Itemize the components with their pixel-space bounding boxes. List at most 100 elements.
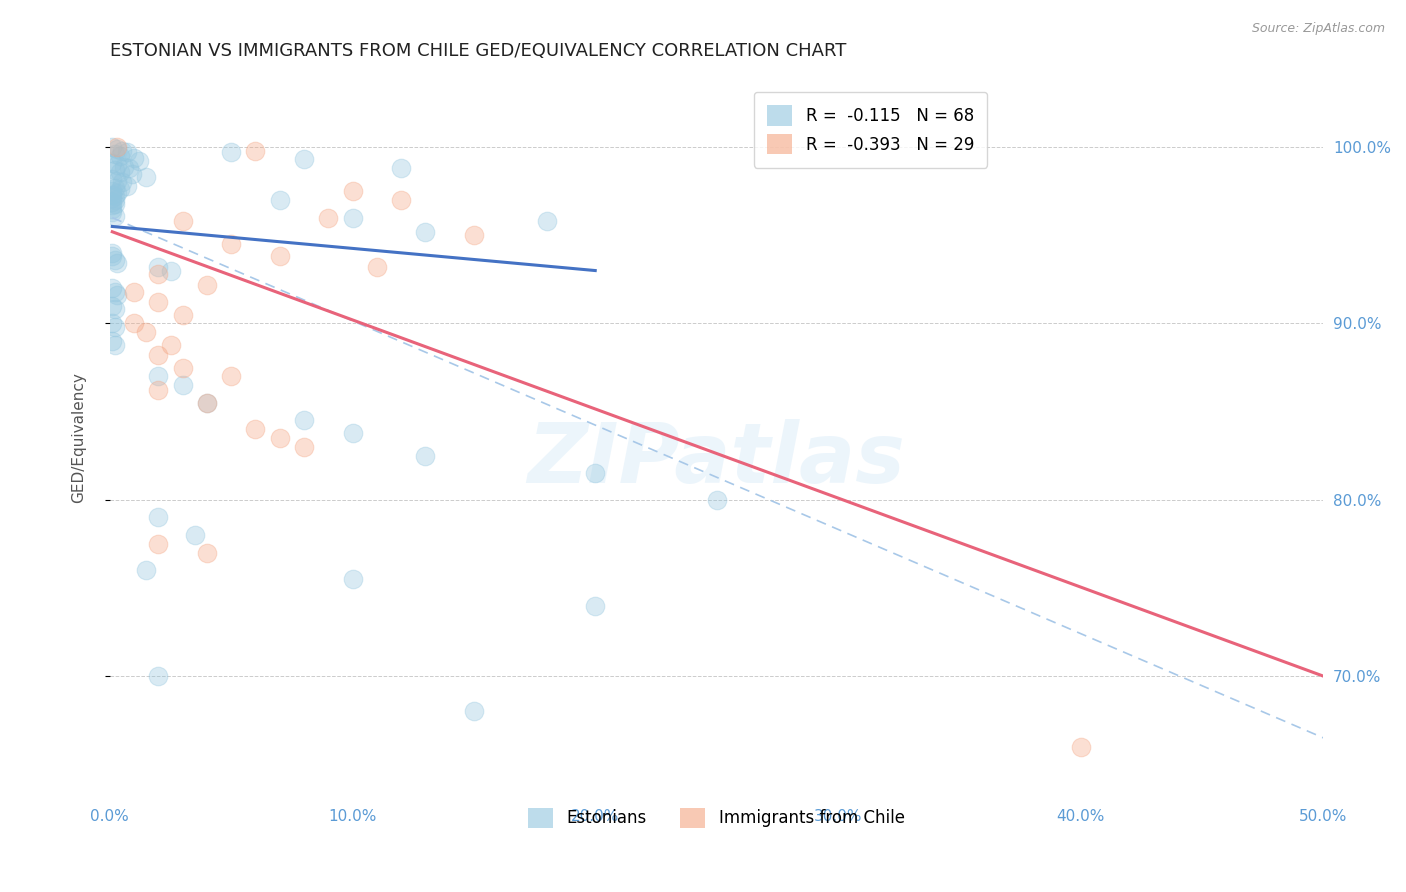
- Point: [104, 163, 127, 178]
- Point: [101, 246, 124, 260]
- Point: [583, 467, 606, 481]
- Point: [105, 288, 128, 302]
- Point: [159, 263, 181, 277]
- Point: [269, 431, 291, 445]
- Point: [101, 334, 124, 348]
- Point: [172, 378, 194, 392]
- Point: [104, 189, 127, 203]
- Point: [269, 193, 291, 207]
- Point: [101, 172, 124, 186]
- Point: [195, 546, 218, 560]
- Point: [366, 260, 388, 274]
- Point: [115, 145, 138, 160]
- Point: [135, 325, 157, 339]
- Point: [105, 140, 128, 154]
- Point: [172, 360, 194, 375]
- Point: [148, 537, 170, 551]
- Point: [105, 158, 128, 172]
- Text: ZIPatlas: ZIPatlas: [527, 419, 905, 500]
- Point: [104, 285, 127, 299]
- Point: [122, 317, 145, 331]
- Point: [219, 237, 242, 252]
- Point: [108, 182, 131, 196]
- Point: [115, 178, 138, 193]
- Point: [316, 211, 339, 225]
- Point: [105, 142, 128, 156]
- Point: [105, 256, 128, 270]
- Point: [122, 285, 145, 299]
- Point: [101, 299, 124, 313]
- Point: [148, 669, 170, 683]
- Point: [389, 161, 412, 176]
- Point: [112, 160, 135, 174]
- Point: [104, 209, 127, 223]
- Point: [219, 369, 242, 384]
- Text: ESTONIAN VS IMMIGRANTS FROM CHILE GED/EQUIVALENCY CORRELATION CHART: ESTONIAN VS IMMIGRANTS FROM CHILE GED/EQ…: [110, 42, 846, 60]
- Point: [219, 145, 242, 160]
- Point: [101, 156, 124, 170]
- Point: [101, 249, 124, 263]
- Point: [195, 396, 218, 410]
- Point: [245, 144, 267, 158]
- Point: [536, 214, 558, 228]
- Point: [269, 249, 291, 263]
- Point: [104, 180, 127, 194]
- Point: [342, 572, 364, 586]
- Point: [172, 308, 194, 322]
- Point: [104, 193, 127, 207]
- Point: [101, 187, 124, 202]
- Point: [148, 510, 170, 524]
- Point: [118, 161, 141, 176]
- Point: [292, 413, 315, 427]
- Point: [342, 425, 364, 440]
- Point: [245, 422, 267, 436]
- Point: [463, 228, 485, 243]
- Point: [111, 175, 134, 189]
- Point: [105, 173, 128, 187]
- Point: [148, 384, 170, 398]
- Point: [1070, 739, 1092, 754]
- Point: [148, 348, 170, 362]
- Point: [415, 449, 437, 463]
- Point: [104, 337, 127, 351]
- Point: [105, 186, 128, 200]
- Point: [148, 260, 170, 274]
- Point: [104, 196, 127, 211]
- Point: [104, 147, 127, 161]
- Point: [342, 184, 364, 198]
- Text: Source: ZipAtlas.com: Source: ZipAtlas.com: [1251, 22, 1385, 36]
- Point: [101, 184, 124, 198]
- Point: [463, 704, 485, 718]
- Point: [148, 369, 170, 384]
- Point: [122, 151, 145, 165]
- Point: [706, 492, 728, 507]
- Point: [135, 170, 157, 185]
- Point: [101, 191, 124, 205]
- Point: [195, 396, 218, 410]
- Point: [101, 198, 124, 212]
- Point: [583, 599, 606, 613]
- Point: [111, 144, 134, 158]
- Point: [101, 202, 124, 216]
- Point: [135, 563, 157, 577]
- Legend: Estonians, Immigrants from Chile: Estonians, Immigrants from Chile: [522, 801, 911, 835]
- Point: [104, 252, 127, 267]
- Point: [195, 277, 218, 292]
- Point: [108, 149, 131, 163]
- Point: [148, 267, 170, 281]
- Point: [101, 281, 124, 295]
- Point: [292, 153, 315, 167]
- Point: [184, 528, 207, 542]
- Point: [342, 211, 364, 225]
- Point: [415, 225, 437, 239]
- Point: [292, 440, 315, 454]
- Point: [104, 320, 127, 334]
- Point: [121, 167, 143, 181]
- Point: [101, 205, 124, 219]
- Point: [128, 154, 150, 169]
- Point: [108, 165, 131, 179]
- Point: [101, 140, 124, 154]
- Point: [172, 214, 194, 228]
- Point: [159, 337, 181, 351]
- Point: [101, 317, 124, 331]
